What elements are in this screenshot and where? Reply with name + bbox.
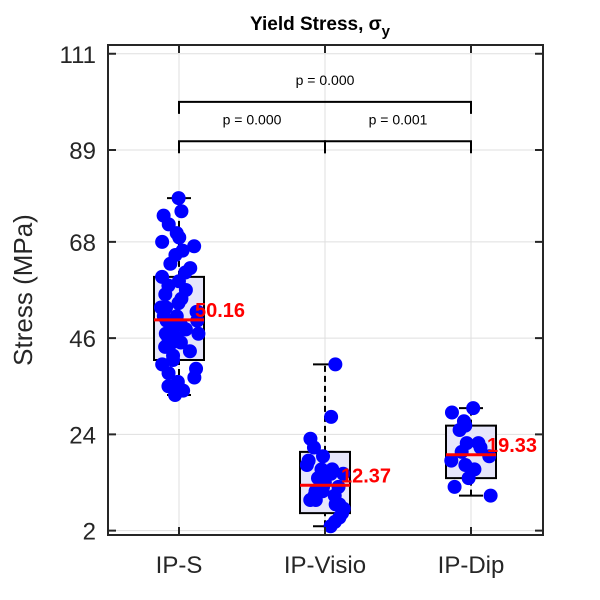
- bracket-line: [324, 140, 472, 154]
- data-point: [444, 405, 459, 420]
- median-value-label: 50.16: [195, 300, 245, 322]
- chart-title-subscript: y: [382, 23, 391, 40]
- chart-title: Yield Stress, σy: [250, 14, 391, 40]
- y-tick-label: 46: [69, 326, 96, 353]
- data-point: [473, 440, 488, 455]
- data-point: [306, 440, 321, 455]
- data-point: [324, 409, 339, 424]
- data-point: [466, 401, 481, 416]
- data-point: [161, 366, 176, 381]
- data-point: [178, 322, 193, 337]
- data-point: [163, 256, 178, 271]
- data-point: [158, 287, 173, 302]
- labels: 50.16 12.37 19.33: [154, 300, 537, 487]
- data-point: [171, 191, 186, 206]
- data-point: [323, 519, 338, 534]
- y-tick-label: 89: [69, 138, 96, 165]
- data-point: [168, 388, 183, 402]
- data-point: [336, 466, 351, 481]
- axes: 2 24 46 68 89 111 IP-S IP-Visio IP-Dip: [60, 42, 544, 579]
- median-value-label: 12.37: [341, 465, 391, 487]
- comparison-bracket: p = 0.001: [324, 111, 472, 154]
- data-point: [191, 326, 206, 341]
- data-point: [328, 357, 343, 372]
- y-tick-label: 111: [60, 42, 96, 69]
- data-point: [155, 234, 170, 249]
- significance-brackets: p = 0.000 p = 0.000 p = 0.001: [178, 72, 472, 154]
- data-point: [172, 230, 187, 245]
- data-point: [447, 479, 462, 494]
- data-point: [182, 344, 197, 359]
- data-point: [187, 370, 202, 385]
- data-point: [166, 353, 181, 367]
- data-point: [461, 471, 476, 486]
- x-category-label: IP-Visio: [284, 552, 366, 579]
- data-point: [299, 458, 314, 472]
- comparison-bracket: p = 0.000: [178, 111, 326, 154]
- data-point: [308, 493, 323, 507]
- p-value-label: p = 0.000: [223, 111, 282, 127]
- data-point: [444, 453, 459, 468]
- x-category-label: IP-S: [156, 552, 203, 579]
- comparison-bracket: p = 0.000: [178, 72, 472, 114]
- data-point: [174, 204, 189, 219]
- bracket-line: [178, 100, 472, 114]
- median-value-label: 19.33: [487, 435, 537, 457]
- y-tick-label: 24: [69, 422, 96, 449]
- y-tick-label: 2: [83, 519, 96, 546]
- y-axis-title: Stress (MPa): [8, 214, 38, 366]
- data-point: [171, 296, 186, 311]
- data-point: [452, 423, 467, 437]
- x-category-label: IP-Dip: [438, 552, 505, 579]
- data-point: [187, 239, 202, 254]
- p-value-label: p = 0.001: [369, 111, 428, 127]
- data-point: [316, 449, 331, 464]
- bracket-line: [178, 140, 326, 154]
- y-tick-label: 68: [69, 230, 96, 257]
- data-points: [154, 191, 498, 534]
- p-value-label: p = 0.000: [296, 72, 355, 88]
- data-point: [483, 488, 498, 503]
